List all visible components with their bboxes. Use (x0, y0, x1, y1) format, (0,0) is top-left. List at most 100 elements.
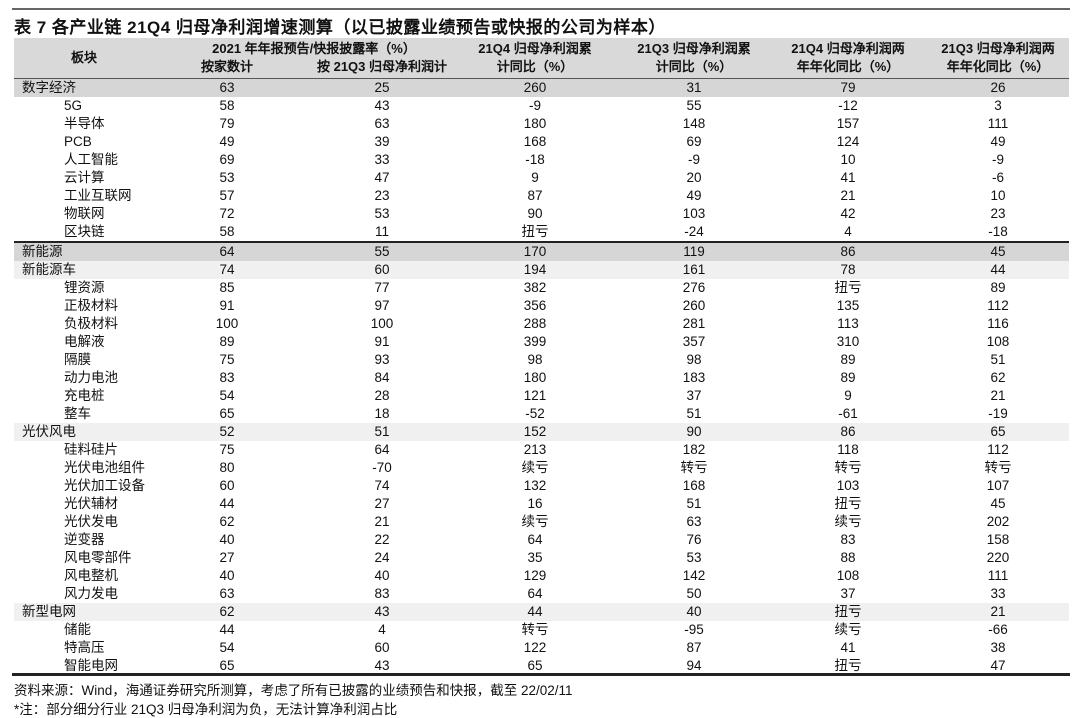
table-cell: 43 (374, 604, 390, 619)
table-cell: 转亏 (834, 460, 862, 475)
header-sector: 板块 (70, 50, 97, 65)
header-by-count: 按家数计 (200, 59, 253, 74)
table-cell: 续亏 (521, 514, 549, 529)
table-cell: 44 (527, 604, 543, 619)
table-group-row: 新型电网 62 43 44 40 扭亏 21 (14, 603, 1069, 621)
table-cell: 77 (374, 280, 390, 295)
table-cell: 21 (990, 388, 1006, 403)
table-cell: 43 (374, 98, 390, 113)
sector-name: 新能源 (22, 244, 63, 259)
table-cell: 63 (686, 514, 702, 529)
table-cell: 24 (374, 550, 390, 565)
table-cell: 23 (990, 206, 1006, 221)
table-cell: 260 (682, 298, 706, 313)
header-q3-2y-2: 年年化同比（%） (946, 59, 1050, 74)
header-q3-cum: 21Q3 归母净利润累 (637, 41, 751, 56)
table-cell: 51 (686, 406, 702, 421)
table-group-row: 新能源 64 55 170 119 86 45 (14, 241, 1069, 261)
table-cell: 21 (990, 604, 1006, 619)
table-cell: 129 (523, 568, 547, 583)
table-cell: 161 (682, 262, 706, 277)
table-cell: 112 (987, 298, 1009, 313)
sector-name: 正极材料 (64, 298, 118, 313)
sector-name: 工业互联网 (64, 188, 132, 203)
table-cell: 83 (219, 370, 235, 385)
sector-name: 光伏风电 (22, 424, 76, 439)
header-q3-cum-2: 计同比（%） (655, 59, 733, 74)
table-cell: 扭亏 (834, 280, 862, 295)
header-by-profit: 按 21Q3 归母净利润计 (316, 59, 448, 74)
table-cell: 65 (990, 424, 1006, 439)
sector-name: 物联网 (64, 206, 105, 221)
sector-name: 硅料硅片 (64, 442, 118, 457)
sector-name: 5G (64, 98, 83, 113)
table-cell: 98 (527, 352, 543, 367)
table-row: 锂资源 85 77 382 276 扭亏 89 (14, 279, 1069, 297)
table-cell: 21 (374, 514, 390, 529)
header-q4-2y: 21Q4 归母净利润两 (791, 41, 905, 56)
table-cell: 续亏 (521, 460, 549, 475)
table-row: 特高压 54 60 122 87 41 38 (14, 639, 1069, 657)
table-cell: 转亏 (680, 460, 708, 475)
table-cell: 79 (219, 116, 235, 131)
table-cell: 27 (219, 550, 235, 565)
table-cell: 64 (527, 532, 543, 547)
table-row: 逆变器 40 22 64 76 83 158 (14, 531, 1069, 549)
table-row: 半导体 79 63 180 148 157 111 (14, 115, 1069, 133)
table-cell: 50 (686, 586, 702, 601)
sector-name: 光伏加工设备 (64, 478, 145, 493)
table-cell: 60 (374, 262, 390, 277)
table-row: 整车 65 18 -52 51 -61 -19 (14, 405, 1069, 423)
table-row: 硅料硅片 75 64 213 182 118 112 (14, 441, 1069, 459)
table-cell: 扭亏 (834, 496, 862, 511)
table-cell: 33 (990, 586, 1006, 601)
table-cell: 47 (990, 658, 1006, 673)
table-cell: 148 (682, 116, 706, 131)
table-cell: 64 (219, 244, 235, 259)
table-cell: 89 (990, 280, 1006, 295)
table-cell: 79 (840, 80, 856, 95)
table-cell: 49 (990, 134, 1006, 149)
source-note: 资料来源：Wind，海通证券研究所测算，考虑了所有已披露的业绩预告和快报，截至 … (14, 683, 573, 698)
table-cell: 111 (987, 116, 1009, 131)
table-cell: 142 (682, 568, 706, 583)
table-cell: 27 (374, 496, 390, 511)
table-cell: 57 (219, 188, 235, 203)
table-cell: 90 (527, 206, 543, 221)
header-q4-cum: 21Q4 归母净利润累 (478, 41, 592, 56)
table-cell: 78 (840, 262, 856, 277)
table-row: 光伏加工设备 60 74 132 168 103 107 (14, 477, 1069, 495)
sector-name: 新型电网 (22, 604, 76, 619)
table-cell: 4 (844, 224, 852, 239)
table-cell: 194 (523, 262, 547, 277)
table-cell: 33 (374, 152, 390, 167)
table-cell: -95 (684, 622, 704, 637)
table-cell: 168 (682, 478, 706, 493)
table-cell: 75 (219, 352, 235, 367)
table-row: 光伏电池组件 80 -70 续亏 转亏 转亏 转亏 (14, 459, 1069, 477)
table-cell: 35 (527, 550, 543, 565)
table-cell: 49 (686, 188, 702, 203)
table-cell: 60 (219, 478, 235, 493)
table-title: 表 7 各产业链 21Q4 归母净利润增速测算（以已披露业绩预告或快报的公司为样… (14, 18, 666, 37)
header-disclosure: 2021 年年报预告/快报披露率（%） (212, 41, 416, 56)
table-cell: 65 (219, 406, 235, 421)
table-cell: 276 (682, 280, 706, 295)
table-cell: 40 (219, 568, 235, 583)
sector-name: 风力发电 (64, 586, 118, 601)
sector-name: 新能源车 (22, 262, 76, 277)
table-cell: -70 (372, 460, 392, 475)
table-row: 风电整机 40 40 129 142 108 111 (14, 567, 1069, 585)
table-cell: 135 (836, 298, 860, 313)
table-cell: 356 (523, 298, 547, 313)
table-cell: 220 (986, 550, 1010, 565)
table-cell: 53 (686, 550, 702, 565)
sector-name: 光伏电池组件 (64, 460, 145, 475)
table-cell: 21 (840, 188, 856, 203)
table-cell: 399 (523, 334, 547, 349)
table-cell: 63 (219, 586, 235, 601)
table-cell: 31 (686, 80, 702, 95)
table-cell: 180 (523, 116, 547, 131)
table-cell: 39 (374, 134, 390, 149)
sector-name: 电解液 (64, 334, 105, 349)
